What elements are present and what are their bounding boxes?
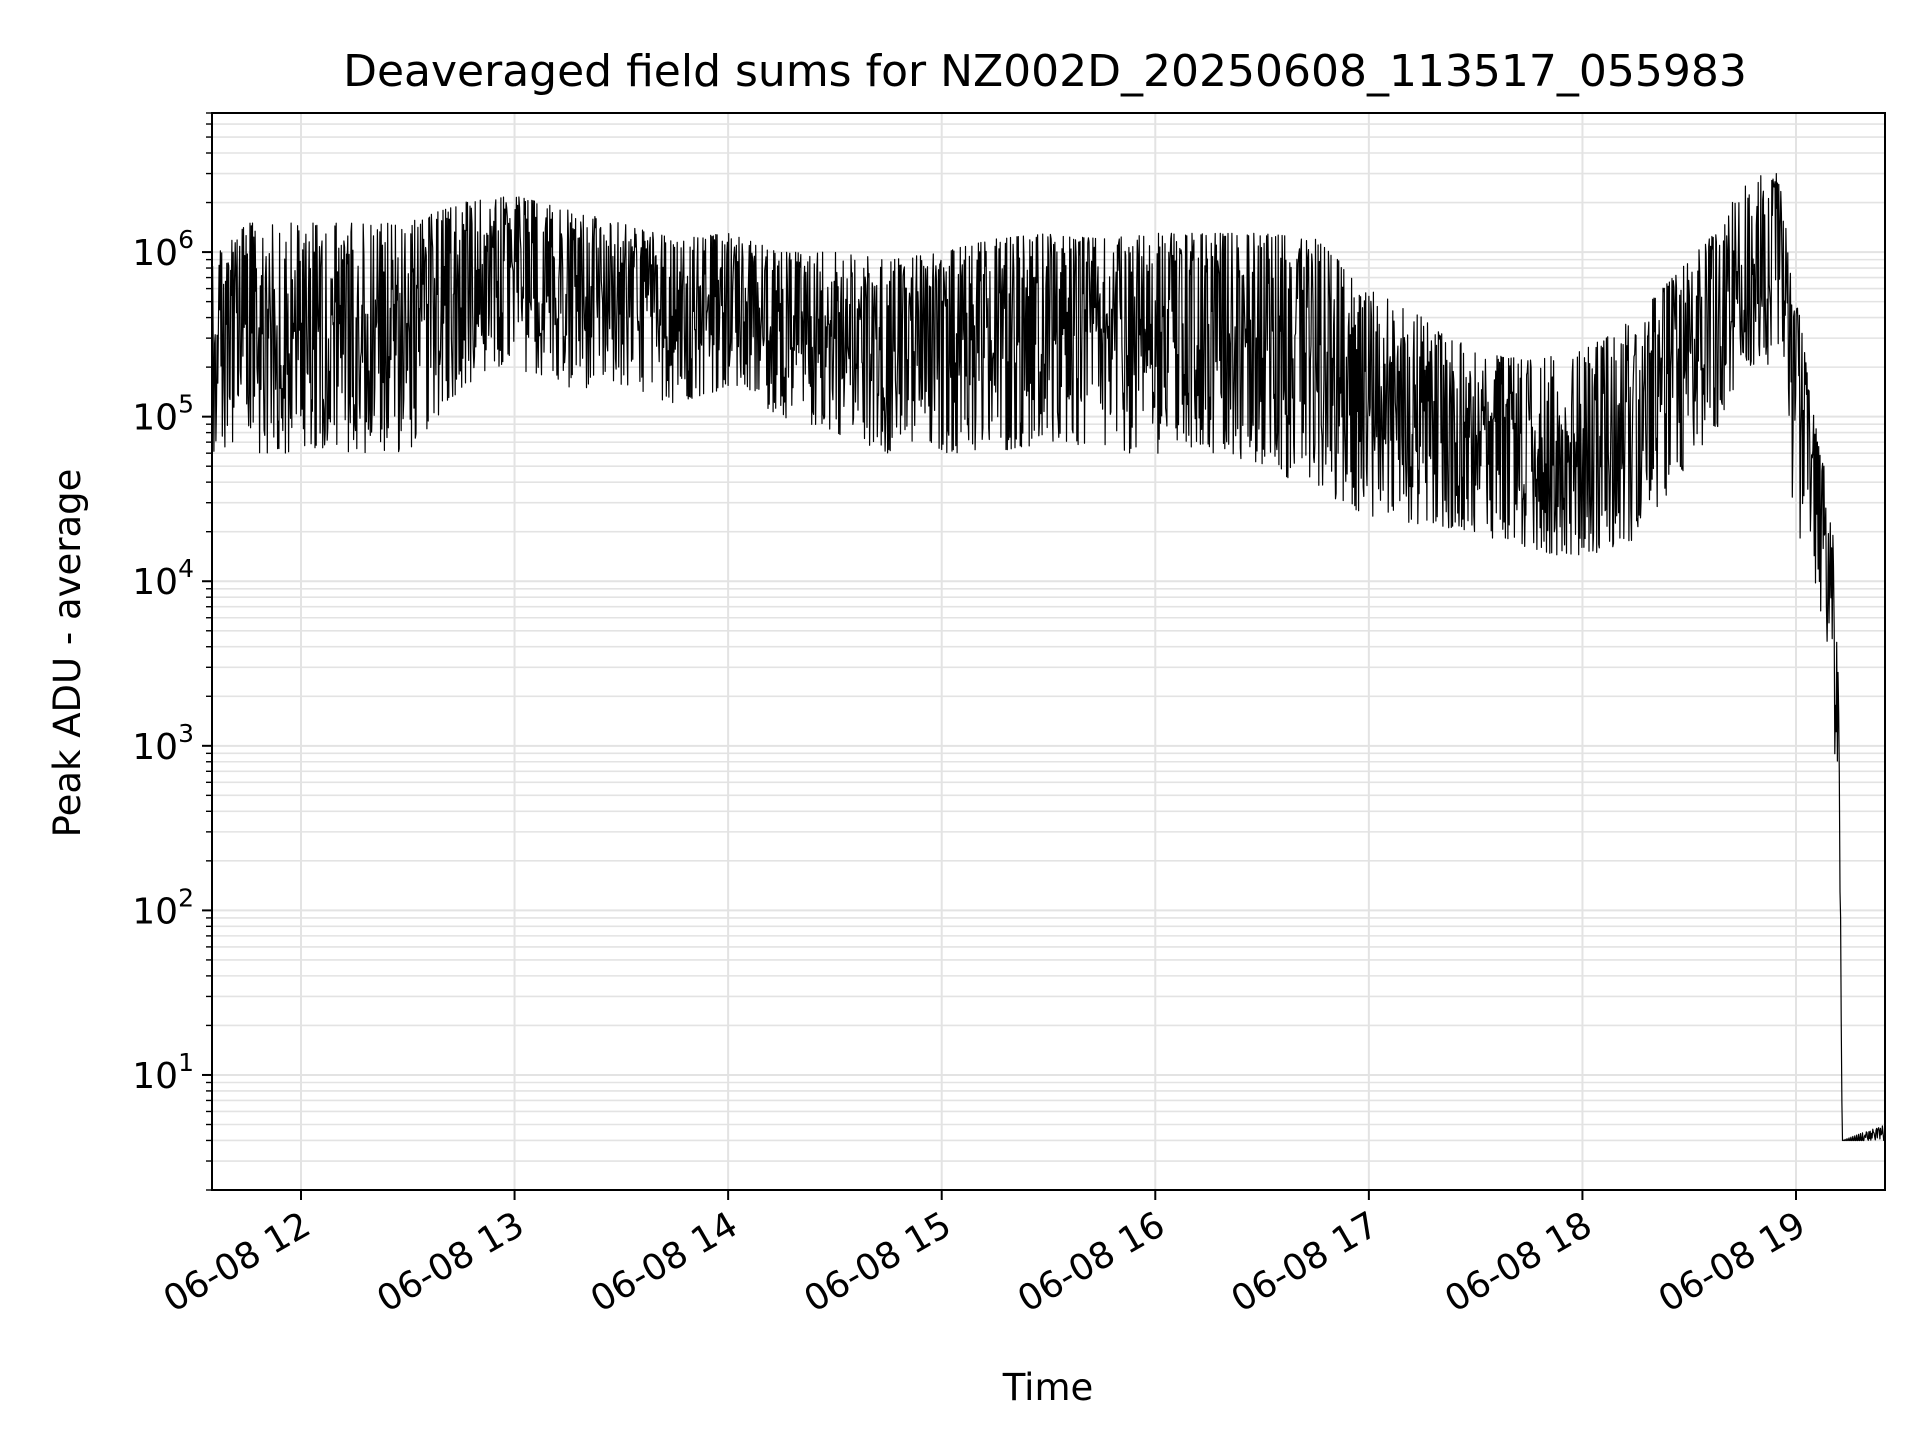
x-tick-label: 06-08 18 bbox=[1438, 1204, 1599, 1320]
x-tick-label: 06-08 16 bbox=[1011, 1204, 1172, 1320]
y-axis-label: Peak ADU - average bbox=[46, 469, 89, 838]
x-tick-label: 06-08 13 bbox=[370, 1204, 531, 1320]
y-axis: 101 102 103 104 105 106 bbox=[132, 112, 212, 1191]
x-tick-label: 06-08 14 bbox=[584, 1204, 745, 1320]
series-layer bbox=[211, 173, 1886, 1142]
series-line bbox=[211, 173, 1886, 1142]
y-tick-label: 105 bbox=[132, 390, 194, 439]
y-tick-label: 101 bbox=[132, 1048, 194, 1097]
x-tick-label: 06-08 15 bbox=[798, 1204, 959, 1320]
y-tick-label: 104 bbox=[132, 554, 194, 603]
y-tick-label: 106 bbox=[132, 225, 194, 274]
plot-frame bbox=[211, 112, 1886, 1191]
x-tick-label: 06-08 12 bbox=[157, 1204, 318, 1320]
x-tick-label: 06-08 19 bbox=[1652, 1204, 1813, 1320]
chart-title: Deaveraged field sums for NZ002D_2025060… bbox=[343, 46, 1747, 97]
x-axis: 06-08 12 06-08 13 06-08 14 06-08 15 06-08 16… bbox=[157, 1190, 1813, 1321]
y-tick-label: 103 bbox=[132, 719, 194, 768]
x-tick-label: 06-08 17 bbox=[1225, 1204, 1386, 1320]
x-axis-label: Time bbox=[1002, 1366, 1094, 1409]
y-tick-label: 102 bbox=[132, 883, 194, 932]
